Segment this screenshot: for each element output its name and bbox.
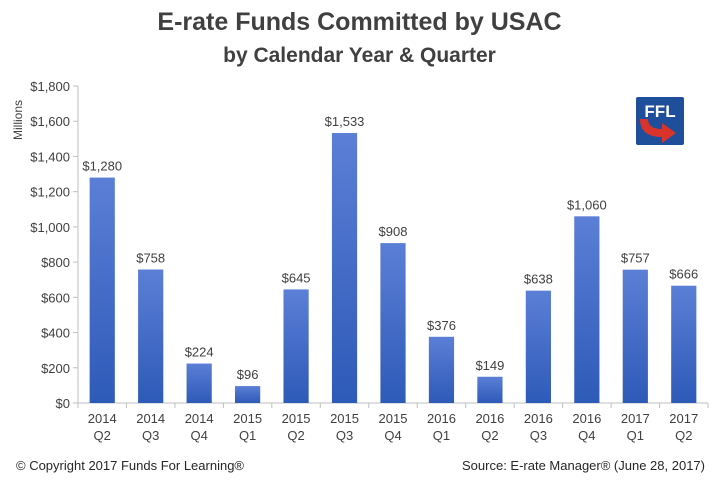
data-label: $638 — [524, 272, 553, 287]
bars — [89, 133, 697, 403]
ffl-logo: FFL — [636, 97, 684, 145]
data-label: $666 — [669, 267, 698, 282]
x-tick-label-quarter: Q1 — [627, 428, 644, 443]
y-tick-label: $200 — [41, 361, 70, 376]
x-tick-label-quarter: Q2 — [94, 428, 111, 443]
bar — [283, 289, 309, 403]
bar — [138, 269, 164, 403]
x-tick-label-year: 2016 — [475, 411, 504, 426]
x-tick-label-quarter: Q4 — [190, 428, 207, 443]
bar — [574, 216, 600, 403]
x-tick-label-year: 2015 — [379, 411, 408, 426]
bar — [525, 290, 551, 403]
x-axis: 2014 Q2 2014 Q3 2014 Q4 2015 Q1 2015 Q2 2015 Q3 2015… — [77, 402, 709, 443]
y-tick-label: $800 — [41, 255, 70, 270]
x-tick-label-quarter: Q4 — [578, 428, 595, 443]
chart-title: E-rate Funds Committed by USAC — [157, 8, 562, 36]
y-axis-label: Millions — [11, 100, 25, 140]
data-label: $96 — [237, 367, 259, 382]
x-tick-label-quarter: Q4 — [384, 428, 401, 443]
bar — [89, 177, 115, 403]
x-tick-label-year: 2016 — [524, 411, 553, 426]
y-tick-label: $600 — [41, 290, 70, 305]
data-label: $645 — [282, 270, 311, 285]
data-label: $1,280 — [82, 159, 122, 174]
x-tick-label-year: 2017 — [669, 411, 698, 426]
bar — [477, 376, 503, 403]
x-tick-label-year: 2015 — [233, 411, 262, 426]
bar — [186, 363, 212, 403]
x-tick-label-year: 2015 — [282, 411, 311, 426]
data-label: $376 — [427, 318, 456, 333]
y-tick-label: $1,800 — [30, 79, 70, 94]
x-tick-label-quarter: Q3 — [530, 428, 547, 443]
y-tick-label: $1,600 — [30, 114, 70, 129]
y-tick-label: $1,200 — [30, 185, 70, 200]
x-tick-label-quarter: Q1 — [433, 428, 450, 443]
x-tick-label-year: 2014 — [185, 411, 214, 426]
data-label: $757 — [621, 251, 650, 266]
x-tick-label-quarter: Q3 — [142, 428, 159, 443]
x-tick-label-year: 2015 — [330, 411, 359, 426]
x-tick-label-quarter: Q2 — [287, 428, 304, 443]
data-label: $149 — [475, 358, 504, 373]
logo-arrow-icon — [640, 119, 676, 143]
data-label: $758 — [136, 251, 165, 266]
bar — [380, 243, 406, 403]
x-tick-label-quarter: Q1 — [239, 428, 256, 443]
x-tick-label-year: 2014 — [88, 411, 117, 426]
logo-text: FFL — [644, 102, 675, 121]
bar — [622, 269, 648, 403]
x-tick-label-quarter: Q2 — [675, 428, 692, 443]
x-tick-label-year: 2016 — [572, 411, 601, 426]
x-tick-label-quarter: Q2 — [481, 428, 498, 443]
y-tick-label: $1,000 — [30, 220, 70, 235]
y-tick-label: $1,400 — [30, 149, 70, 164]
data-label: $908 — [379, 224, 408, 239]
y-axis: $0 $200 $400 $600 $800 $1,000 $1,200 $1,400 $1,6… — [30, 79, 79, 411]
x-tick-label-year: 2014 — [136, 411, 165, 426]
x-tick-label-year: 2016 — [427, 411, 456, 426]
data-labels: $1,280 $758 $224 $96 $645 $1,533 $908 $376 $149 $… — [82, 114, 698, 382]
data-label: $1,533 — [325, 114, 365, 129]
source-text: Source: E-rate Manager® (June 28, 2017) — [462, 458, 705, 473]
x-tick-label-year: 2017 — [621, 411, 650, 426]
data-label: $1,060 — [567, 197, 607, 212]
bar — [671, 285, 697, 403]
bar — [235, 386, 261, 403]
y-tick-label: $400 — [41, 326, 70, 341]
bar — [428, 336, 455, 403]
chart-subtitle: by Calendar Year & Quarter — [223, 44, 496, 67]
y-tick-label: $0 — [56, 396, 70, 411]
bar — [331, 133, 358, 403]
x-tick-label-quarter: Q3 — [336, 428, 353, 443]
data-label: $224 — [185, 345, 214, 360]
copyright-text: © Copyright 2017 Funds For Learning® — [16, 458, 245, 473]
